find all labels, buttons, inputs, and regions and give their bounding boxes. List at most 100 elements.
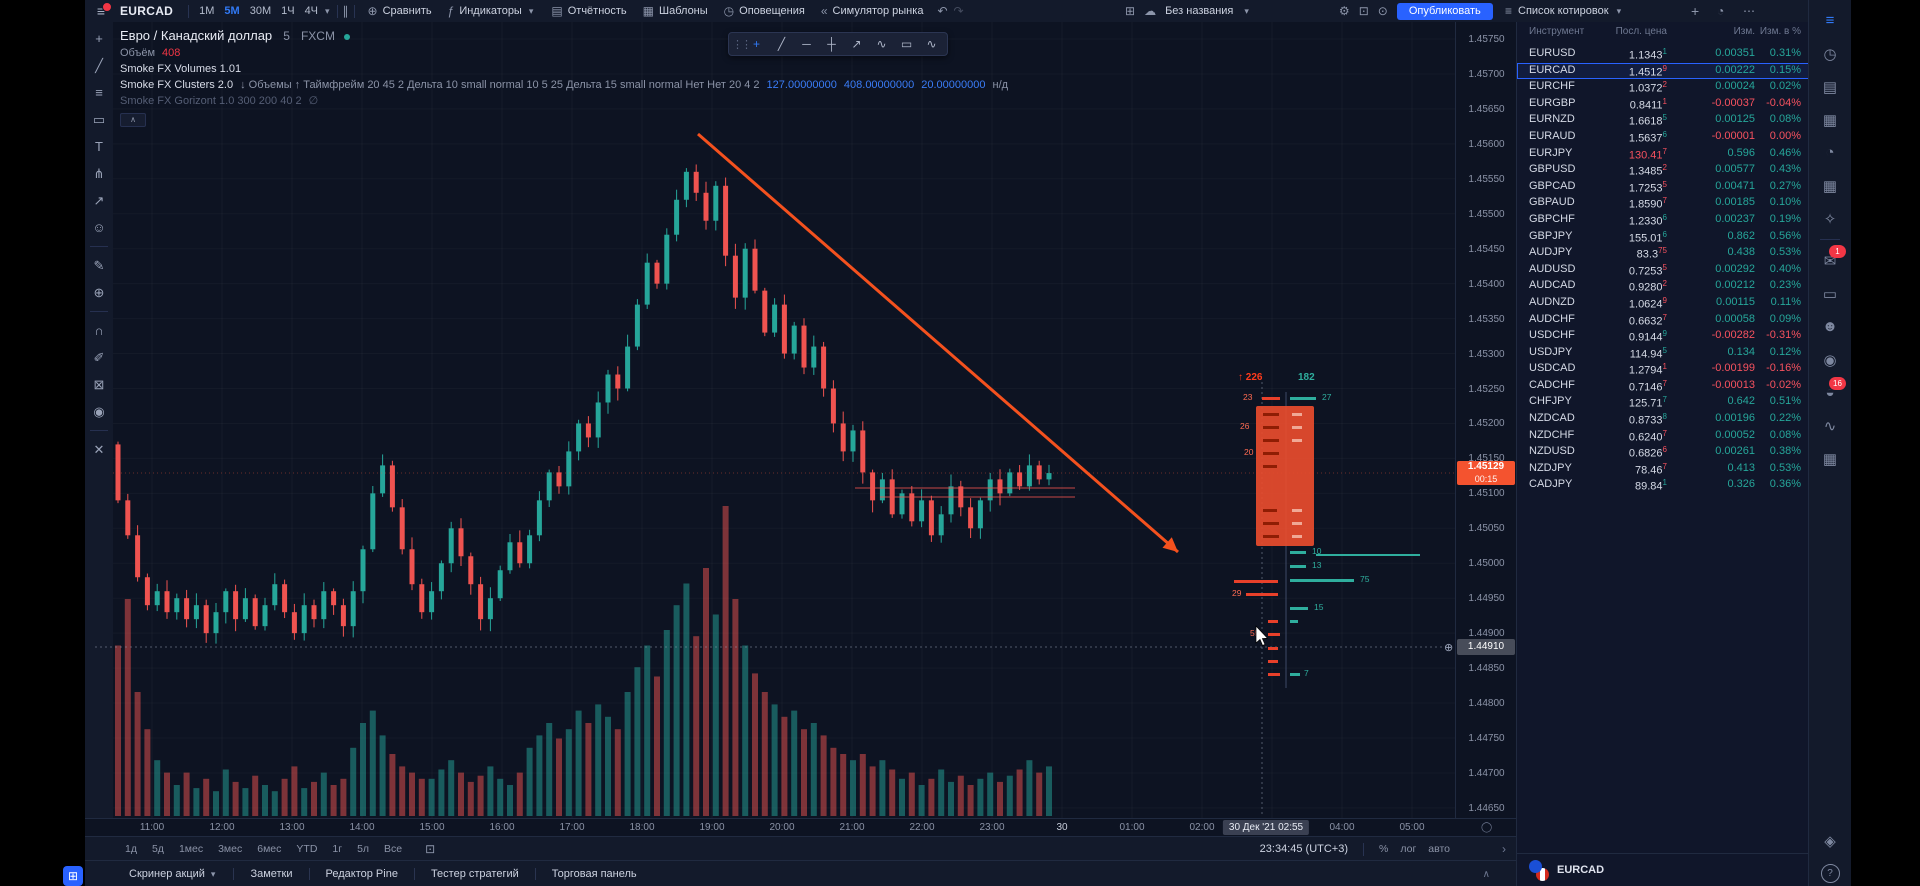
float-cross-line-icon[interactable]: ┼: [827, 37, 836, 51]
floating-draw-toolbar[interactable]: ⋮⋮ + ╱ ─ ┼ ↗ ∿ ▭ ∿: [728, 32, 948, 56]
float-brush-icon[interactable]: ∿: [876, 37, 887, 51]
panel-collapse-chevron-icon[interactable]: ›: [1502, 842, 1506, 856]
range-6мес[interactable]: 6мес: [257, 843, 282, 855]
drawn-arrow[interactable]: [697, 132, 1179, 554]
range-5д[interactable]: 5д: [151, 843, 164, 855]
watchlist-footer[interactable]: EURCAD: [1517, 853, 1821, 886]
range-YTD[interactable]: YTD: [296, 843, 318, 855]
broadcast-icon[interactable]: ◉: [1823, 351, 1837, 369]
hamburger-menu-icon[interactable]: ≡: [90, 2, 112, 20]
tab-Скринер акций[interactable]: Скринер акций ▾: [113, 868, 233, 880]
watchlist-title[interactable]: Список котировок: [1518, 5, 1609, 17]
range-1г[interactable]: 1г: [332, 843, 343, 855]
float-trend-line-icon[interactable]: ╱: [777, 37, 786, 51]
economic-calendar-icon[interactable]: ▦: [1822, 111, 1838, 129]
gear-icon[interactable]: ⚙: [1338, 4, 1350, 18]
reports-button[interactable]: ▤ Отчётность: [543, 0, 634, 22]
add-alert-plus-icon[interactable]: ⊕: [1444, 642, 1453, 654]
remove-drawings-tool-icon[interactable]: ✕: [93, 441, 105, 457]
drag-handle-icon[interactable]: ⋮⋮: [732, 38, 752, 51]
watchlist-add-icon[interactable]: +: [1691, 3, 1700, 19]
shapes-rectangle-tool-icon[interactable]: ▭: [92, 111, 106, 127]
watchlist-row-EURNZD[interactable]: EURNZD 1.66185 0.00125 0.08%: [1517, 112, 1809, 129]
range-5л[interactable]: 5л: [357, 843, 370, 855]
watchlist-row-GBPJPY[interactable]: GBPJPY 155.016 0.862 0.56%: [1517, 229, 1809, 246]
tab-Редактор Pine[interactable]: Редактор Pine: [310, 868, 414, 880]
timeframe-4Ч[interactable]: 4Ч: [304, 5, 319, 17]
layers-icon[interactable]: ◈: [1824, 832, 1836, 850]
watchlist-pie-icon[interactable]: ◔: [1717, 4, 1725, 18]
range-1д[interactable]: 1д: [125, 843, 137, 855]
timeframe-1М[interactable]: 1М: [199, 5, 215, 17]
indicators-button[interactable]: ƒ Индикаторы ▾: [440, 0, 544, 22]
watchlist-title-chevron-icon[interactable]: ▾: [1616, 5, 1622, 16]
pie-analysis-icon[interactable]: ◔: [1825, 144, 1835, 161]
price-axis[interactable]: 1.45129 00:15 1.44910 1.45750 1.45700 1.45…: [1455, 22, 1517, 818]
timeframe-chevron-icon[interactable]: ▾: [325, 5, 330, 16]
watchlist-row-CHFJPY[interactable]: CHFJPY 125.717 0.642 0.51%: [1517, 394, 1809, 411]
watchlist-row-EURAUD[interactable]: EURAUD 1.56376 -0.00001 0.00%: [1517, 129, 1809, 146]
column-header[interactable]: Инструмент: [1529, 26, 1585, 37]
column-header[interactable]: Посл. цена: [1615, 26, 1667, 37]
compare-button[interactable]: ⊕ Сравнить: [360, 0, 440, 22]
watchlist-row-USDCHF[interactable]: USDCHF 0.91449 -0.00282 -0.31%: [1517, 328, 1809, 345]
undo-icon[interactable]: ↶: [937, 4, 948, 18]
lock-drawings-tool-icon[interactable]: ⊠: [93, 376, 105, 392]
crosshair-tool-icon[interactable]: +: [95, 31, 103, 46]
timeframe-5М[interactable]: 5М: [224, 5, 240, 17]
trend-line-tool-icon[interactable]: ╱: [95, 57, 103, 73]
watchlist-row-NZDCAD[interactable]: NZDCAD 0.87338 0.00196 0.22%: [1517, 411, 1809, 428]
emoji-tool-icon[interactable]: ☺: [92, 220, 106, 235]
watchlist-row-EURUSD[interactable]: EURUSD 1.13431 0.00351 0.31%: [1517, 46, 1809, 63]
session-clock[interactable]: 23:34:45 (UTC+3): [1259, 843, 1349, 855]
data-window-icon[interactable]: ▦: [1822, 450, 1838, 468]
news-icon[interactable]: ▤: [1822, 78, 1838, 96]
watchlist-row-AUDCHF[interactable]: AUDCHF 0.66327 0.00058 0.09%: [1517, 312, 1809, 329]
fullscreen-icon[interactable]: ⊡: [1358, 4, 1369, 18]
float-cursor-icon[interactable]: +: [752, 37, 760, 51]
publish-button[interactable]: Опубликовать: [1396, 2, 1493, 20]
help-icon[interactable]: ?: [1817, 857, 1843, 886]
range-Все[interactable]: Все: [384, 843, 403, 855]
column-header[interactable]: Изм.: [1733, 26, 1755, 37]
watchlist-row-USDCAD[interactable]: USDCAD 1.27941 -0.00199 -0.16%: [1517, 361, 1809, 378]
watchlist-row-GBPAUD[interactable]: GBPAUD 1.85907 0.00185 0.10%: [1517, 195, 1809, 212]
watchlist-row-EURCAD[interactable]: EURCAD 1.45129 0.00222 0.15%: [1517, 62, 1809, 80]
range-1мес[interactable]: 1мес: [178, 843, 204, 855]
layout-grid-icon[interactable]: ⊞: [1125, 4, 1136, 18]
tab-Тестер стратегий[interactable]: Тестер стратегий: [415, 868, 535, 880]
watchlist-icon[interactable]: ≡: [1825, 12, 1835, 29]
clo​ud-save-icon[interactable]: ☁: [1144, 4, 1157, 18]
layout-name-chevron-icon[interactable]: ▾: [1244, 5, 1249, 16]
chart-canvas[interactable]: ⊕ ↑ 226 182 23 27 26 20 10 13 75 29 15 55 7: [85, 22, 1516, 836]
alerts-button[interactable]: ◷ Оповещения: [716, 0, 813, 22]
legend-row[interactable]: Smoke FX Volumes 1.01: [120, 61, 1015, 77]
float-rectangle-icon[interactable]: ▭: [900, 37, 913, 51]
watchlist-row-CADCHF[interactable]: CADCHF 0.71467 -0.00013 -0.02%: [1517, 378, 1809, 395]
scale-%[interactable]: %: [1379, 843, 1389, 855]
time-axis[interactable]: 30 Дек '21 02:55 ◯ 11:00 12:00 13:00 14:00 1…: [85, 818, 1516, 837]
zoom-in-tool-icon[interactable]: ⊕: [93, 284, 105, 300]
watchlist-row-AUDUSD[interactable]: AUDUSD 0.72535 0.00292 0.40%: [1517, 262, 1809, 279]
tradingview-logo-button[interactable]: ⊞: [63, 866, 83, 886]
watchlist-row-EURCHF[interactable]: EURCHF 1.03722 0.00024 0.02%: [1517, 79, 1809, 96]
watchlist-row-EURGBP[interactable]: EURGBP 0.84111 -0.00037 -0.04%: [1517, 96, 1809, 113]
stay-in-drawing-mode-tool-icon[interactable]: ✐: [93, 349, 105, 365]
watchlist-row-GBPCHF[interactable]: GBPCHF 1.23306 0.00237 0.19%: [1517, 212, 1809, 229]
public-streams-icon[interactable]: ☻: [1822, 318, 1838, 335]
float-arrow-marker-icon[interactable]: ↗: [851, 37, 862, 51]
object-tree-icon[interactable]: ∿: [1823, 417, 1837, 435]
tab-Заметки[interactable]: Заметки: [234, 868, 308, 880]
symbol-button[interactable]: EURCAD: [120, 4, 174, 18]
pitchfork-tool-icon[interactable]: ⋔: [93, 165, 105, 181]
float-curve-icon[interactable]: ∿: [926, 37, 937, 51]
float-horizontal-line-icon[interactable]: ─: [802, 37, 811, 51]
tabs-expand-chevron-icon[interactable]: ∧: [1482, 868, 1490, 880]
timeframe-1Ч[interactable]: 1Ч: [281, 5, 295, 17]
market-replay-button[interactable]: « Симулятор рынка: [813, 0, 932, 22]
watchlist-row-NZDJPY[interactable]: NZDJPY 78.467 0.413 0.53%: [1517, 461, 1809, 478]
watchlist-row-AUDNZD[interactable]: AUDNZD 1.06249 0.00115 0.11%: [1517, 295, 1809, 312]
watchlist-row-CADJPY[interactable]: CADJPY 89.841 0.326 0.36%: [1517, 477, 1809, 494]
watchlist-row-AUDJPY[interactable]: AUDJPY 83.375 0.438 0.53%: [1517, 245, 1809, 262]
templates-button[interactable]: ▦ Шаблоны: [635, 0, 716, 22]
